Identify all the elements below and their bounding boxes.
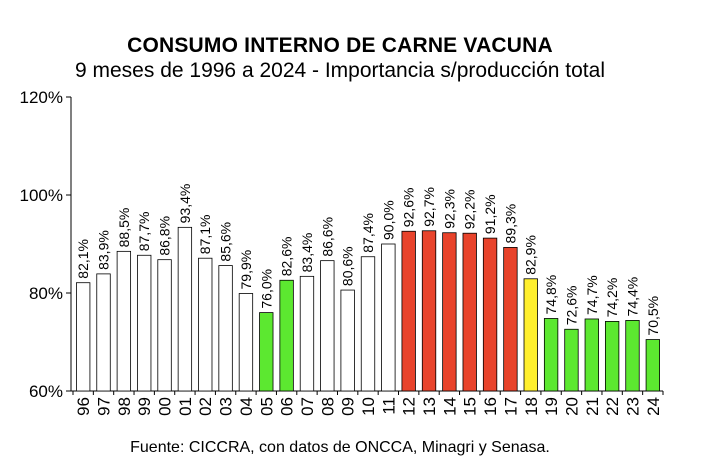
source-note: Fuente: CICCRA, con datos de ONCCA, Mina… — [130, 439, 550, 456]
x-tick-label: 15 — [461, 397, 480, 416]
data-label: 88,5% — [116, 208, 132, 248]
x-tick-label: 23 — [623, 397, 642, 416]
x-tick-label: 18 — [522, 397, 541, 416]
chart-subtitle: 9 meses de 1996 a 2024 - Importancia s/p… — [75, 59, 605, 82]
x-tick-label: 04 — [237, 397, 256, 416]
x-tick-label: 07 — [298, 397, 317, 416]
bar — [381, 243, 396, 392]
x-tick-label: 98 — [115, 397, 134, 416]
data-label: 82,9% — [523, 235, 539, 275]
data-label: 74,4% — [624, 277, 640, 317]
bar — [360, 256, 376, 392]
x-tick-label: 11 — [379, 397, 398, 415]
data-label: 87,7% — [136, 212, 152, 252]
data-label: 83,9% — [96, 230, 112, 270]
bar — [462, 232, 477, 392]
bar — [320, 260, 335, 392]
bar — [259, 312, 274, 392]
data-label: 86,6% — [319, 217, 335, 257]
data-label: 74,8% — [543, 275, 559, 315]
data-label: 92,7% — [421, 187, 437, 227]
bar — [645, 339, 660, 392]
data-label: 92,3% — [441, 189, 457, 229]
bar — [238, 293, 254, 392]
x-tick-label: 16 — [481, 397, 500, 416]
x-tick-label: 02 — [196, 397, 215, 416]
x-tick-label: 03 — [217, 397, 236, 416]
data-label: 76,0% — [258, 269, 274, 309]
bar — [299, 275, 315, 392]
bar — [218, 265, 233, 392]
x-tick-label: 09 — [339, 397, 358, 416]
x-tick-label: 01 — [176, 397, 195, 416]
x-tick-label: 14 — [440, 397, 459, 416]
data-label: 80,6% — [340, 246, 356, 286]
x-tick-label: 13 — [420, 397, 439, 416]
bar — [482, 237, 498, 392]
bar — [177, 226, 193, 392]
data-label: 83,4% — [299, 233, 315, 273]
data-label: 89,3% — [502, 204, 518, 244]
x-tick-label: 08 — [318, 397, 337, 416]
bar — [76, 282, 91, 392]
x-tick-label: 17 — [501, 397, 520, 416]
bar — [198, 257, 213, 392]
x-tick-label: 22 — [603, 397, 622, 416]
bar — [401, 230, 416, 392]
data-label: 70,5% — [645, 296, 661, 336]
y-tick-label: 80% — [29, 284, 63, 303]
x-tick-label: 21 — [583, 397, 602, 416]
x-tick-label: 96 — [74, 397, 93, 416]
bar — [523, 278, 538, 392]
data-label: 87,1% — [197, 215, 213, 255]
bar — [442, 232, 457, 392]
bar — [625, 320, 640, 392]
x-tick-label: 24 — [644, 397, 663, 416]
bar — [584, 318, 599, 392]
bar — [503, 247, 518, 392]
x-tick-label: 97 — [95, 397, 114, 416]
data-label: 92,6% — [401, 188, 417, 228]
data-label: 82,1% — [75, 239, 91, 279]
y-tick-label: 100% — [20, 186, 63, 205]
y-tick-label: 120% — [20, 88, 63, 107]
bar — [543, 318, 559, 392]
data-label: 82,6% — [279, 237, 295, 277]
bar — [137, 254, 152, 392]
data-label: 86,8% — [157, 216, 173, 256]
bar — [421, 230, 437, 392]
chart-title: CONSUMO INTERNO DE CARNE VACUNA — [127, 34, 553, 57]
x-tick-label: 00 — [156, 397, 175, 416]
data-label: 74,2% — [604, 278, 620, 318]
bar — [157, 259, 172, 392]
bar — [340, 289, 355, 392]
bar — [279, 279, 294, 392]
data-label: 92,2% — [462, 190, 478, 230]
data-label: 91,2% — [482, 194, 498, 234]
data-label: 79,9% — [238, 250, 254, 290]
data-label: 72,6% — [563, 286, 579, 326]
x-tick-label: 06 — [278, 397, 297, 416]
bar — [116, 250, 132, 392]
bar — [604, 321, 620, 392]
x-tick-label: 99 — [135, 397, 154, 416]
x-tick-label: 19 — [542, 397, 561, 416]
x-tick-label: 05 — [257, 397, 276, 416]
data-label: 90,0% — [380, 200, 396, 240]
x-tick-label: 10 — [359, 397, 378, 416]
data-label: 93,4% — [177, 184, 193, 224]
data-label: 74,7% — [584, 275, 600, 315]
x-tick-label: 20 — [562, 397, 581, 416]
bar — [96, 273, 111, 392]
bar — [564, 328, 579, 392]
x-tick-label: 12 — [400, 397, 419, 416]
data-label: 87,4% — [360, 213, 376, 253]
data-label: 85,6% — [218, 222, 234, 262]
y-tick-label: 60% — [29, 382, 63, 401]
